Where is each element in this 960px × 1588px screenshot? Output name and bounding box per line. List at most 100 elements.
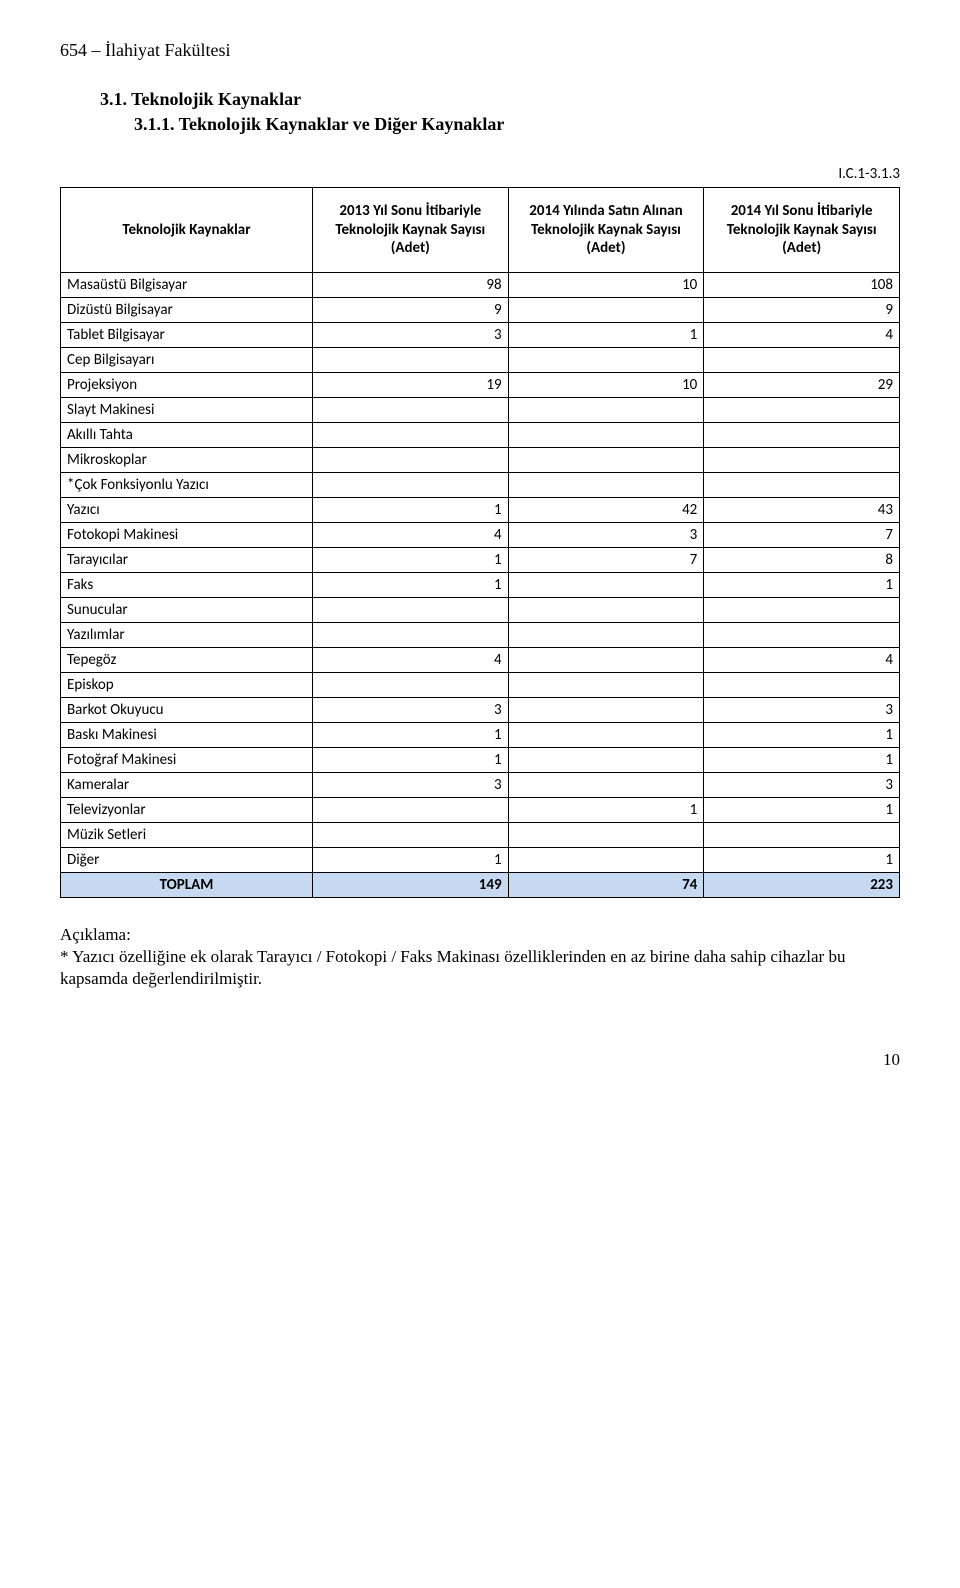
section-heading: 3.1. Teknolojik Kaynaklar [100, 89, 900, 110]
row-value: 3 [704, 698, 900, 723]
page-number: 10 [60, 1050, 900, 1070]
table-row: Mikroskoplar [61, 448, 900, 473]
total-value: 223 [704, 873, 900, 898]
row-value [508, 673, 704, 698]
table-row: Müzik Setleri [61, 823, 900, 848]
row-value [312, 348, 508, 373]
row-label: Dizüstü Bilgisayar [61, 298, 313, 323]
row-value [508, 448, 704, 473]
row-value [508, 298, 704, 323]
row-value: 1 [312, 548, 508, 573]
table-row: Projeksiyon191029 [61, 373, 900, 398]
table-total-row: TOPLAM14974223 [61, 873, 900, 898]
row-label: Masaüstü Bilgisayar [61, 273, 313, 298]
col-header-1: 2013 Yıl Sonu İtibariyle Teknolojik Kayn… [312, 188, 508, 273]
row-value [312, 423, 508, 448]
row-label: Yazıcı [61, 498, 313, 523]
table-row: Yazıcı14243 [61, 498, 900, 523]
explanation-body: * Yazıcı özelliğine ek olarak Tarayıcı /… [60, 946, 900, 990]
row-value [312, 473, 508, 498]
row-value [704, 623, 900, 648]
row-label: *Çok Fonksiyonlu Yazıcı [61, 473, 313, 498]
row-value [704, 473, 900, 498]
row-value: 7 [704, 523, 900, 548]
row-value: 4 [704, 648, 900, 673]
row-label: Televizyonlar [61, 798, 313, 823]
table-row: Tepegöz44 [61, 648, 900, 673]
row-value [704, 598, 900, 623]
row-label: Projeksiyon [61, 373, 313, 398]
table-row: *Çok Fonksiyonlu Yazıcı [61, 473, 900, 498]
row-value: 108 [704, 273, 900, 298]
table-row: Akıllı Tahta [61, 423, 900, 448]
subsection-heading: 3.1.1. Teknolojik Kaynaklar ve Diğer Kay… [134, 114, 900, 135]
row-value: 19 [312, 373, 508, 398]
row-value: 3 [312, 773, 508, 798]
row-value: 1 [704, 798, 900, 823]
tech-resources-table: Teknolojik Kaynaklar 2013 Yıl Sonu İtiba… [60, 187, 900, 898]
row-value: 4 [312, 523, 508, 548]
table-row: Fotokopi Makinesi437 [61, 523, 900, 548]
row-value [704, 823, 900, 848]
table-row: Slayt Makinesi [61, 398, 900, 423]
row-value: 1 [508, 798, 704, 823]
row-value [508, 423, 704, 448]
row-value [312, 798, 508, 823]
row-value [508, 648, 704, 673]
row-value: 4 [312, 648, 508, 673]
table-row: Tablet Bilgisayar314 [61, 323, 900, 348]
table-row: Tarayıcılar178 [61, 548, 900, 573]
row-value: 43 [704, 498, 900, 523]
row-label: Tepegöz [61, 648, 313, 673]
row-value [704, 448, 900, 473]
row-value [312, 448, 508, 473]
table-row: Televizyonlar 11 [61, 798, 900, 823]
row-label: Fotokopi Makinesi [61, 523, 313, 548]
row-label: Tablet Bilgisayar [61, 323, 313, 348]
row-value: 42 [508, 498, 704, 523]
row-value: 1 [312, 723, 508, 748]
table-row: Cep Bilgisayarı [61, 348, 900, 373]
table-row: Barkot Okuyucu33 [61, 698, 900, 723]
row-value: 1 [312, 498, 508, 523]
row-label: Slayt Makinesi [61, 398, 313, 423]
explanation-heading: Açıklama: [60, 924, 900, 946]
row-label: Sunucular [61, 598, 313, 623]
row-value: 98 [312, 273, 508, 298]
row-value [704, 348, 900, 373]
row-value: 3 [704, 773, 900, 798]
row-value [508, 623, 704, 648]
row-value [508, 398, 704, 423]
table-row: Faks11 [61, 573, 900, 598]
row-label: Baskı Makinesi [61, 723, 313, 748]
row-value: 3 [312, 698, 508, 723]
row-value [704, 423, 900, 448]
row-value [508, 573, 704, 598]
table-row: Masaüstü Bilgisayar9810108 [61, 273, 900, 298]
row-value [312, 398, 508, 423]
col-header-2: 2014 Yılında Satın Alınan Teknolojik Kay… [508, 188, 704, 273]
row-value: 3 [312, 323, 508, 348]
table-row: Diğer11 [61, 848, 900, 873]
row-value [508, 698, 704, 723]
row-value: 1 [704, 848, 900, 873]
row-label: Diğer [61, 848, 313, 873]
table-row: Baskı Makinesi11 [61, 723, 900, 748]
row-value [704, 673, 900, 698]
total-value: 149 [312, 873, 508, 898]
row-value: 4 [704, 323, 900, 348]
row-label: Mikroskoplar [61, 448, 313, 473]
row-value: 3 [508, 523, 704, 548]
row-value: 1 [704, 573, 900, 598]
row-label: Akıllı Tahta [61, 423, 313, 448]
total-label: TOPLAM [61, 873, 313, 898]
row-value: 1 [704, 748, 900, 773]
row-value [508, 723, 704, 748]
row-value [508, 748, 704, 773]
table-row: Kameralar33 [61, 773, 900, 798]
row-label: Barkot Okuyucu [61, 698, 313, 723]
total-value: 74 [508, 873, 704, 898]
row-label: Fotoğraf Makinesi [61, 748, 313, 773]
col-header-0: Teknolojik Kaynaklar [61, 188, 313, 273]
row-value [508, 598, 704, 623]
